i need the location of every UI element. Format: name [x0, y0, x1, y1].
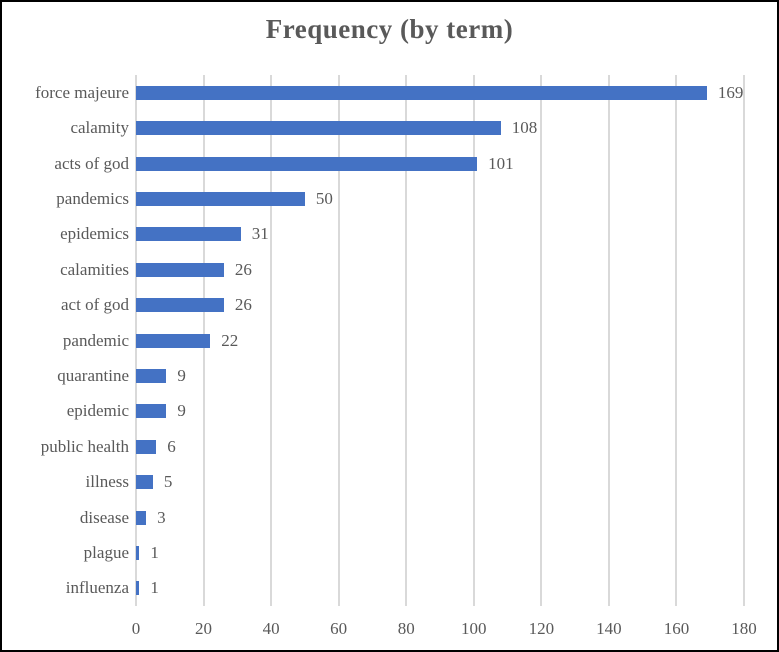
bar-act-of-god — [136, 298, 224, 313]
value-label: 26 — [234, 295, 252, 315]
x-axis-tick-label: 80 — [397, 619, 415, 638]
category-label: pandemic — [62, 330, 129, 350]
x-axis-tick-label: 100 — [461, 619, 487, 638]
bar-illness — [136, 475, 153, 490]
x-gridline — [405, 75, 408, 606]
value-label: 1 — [150, 578, 159, 598]
value-label: 169 — [717, 82, 744, 102]
value-label: 9 — [177, 401, 186, 421]
category-label: force majeure — [35, 82, 129, 102]
bar-influenza — [136, 581, 140, 596]
bar-pandemic — [136, 333, 211, 348]
bar-epidemic — [136, 404, 167, 419]
bar-epidemics — [136, 227, 241, 242]
chart-title: Frequency (by term) — [265, 14, 514, 44]
category-label: disease — [79, 507, 129, 527]
category-label: pandemics — [56, 188, 129, 208]
category-label: acts of god — [54, 153, 129, 173]
x-gridline — [540, 75, 543, 606]
category-label: illness — [85, 472, 129, 492]
category-label: plague — [83, 542, 129, 562]
value-label: 5 — [163, 472, 173, 492]
x-gridline — [270, 75, 273, 606]
bar-disease — [136, 510, 147, 525]
value-label: 9 — [177, 365, 186, 385]
bar-force-majeure — [136, 85, 707, 100]
category-label: public health — [40, 436, 129, 456]
bar-public-health — [136, 439, 157, 454]
x-gridline — [337, 75, 340, 606]
category-label: quarantine — [57, 365, 129, 385]
x-axis-tick-label: 160 — [663, 619, 690, 638]
x-axis-tick-label: 120 — [528, 619, 555, 638]
category-label: act of god — [61, 295, 129, 315]
bar-acts-of-god — [136, 156, 478, 171]
value-label: 26 — [234, 259, 252, 279]
x-axis-tick-label: 60 — [330, 619, 348, 638]
category-label: epidemic — [66, 401, 129, 421]
bar-quarantine — [136, 368, 167, 383]
value-label: 3 — [157, 507, 166, 527]
value-label: 108 — [511, 118, 538, 138]
bar-calamities — [136, 262, 224, 277]
x-axis-tick-label: 140 — [596, 619, 622, 638]
bar-calamity — [136, 121, 501, 136]
value-label: 22 — [221, 330, 239, 350]
bar-pandemics — [136, 191, 305, 206]
x-axis-tick-label: 20 — [195, 619, 213, 638]
x-gridline — [743, 75, 745, 606]
category-label: influenza — [65, 578, 129, 598]
x-axis-tick-label: 0 — [131, 619, 141, 638]
value-label: 31 — [251, 224, 269, 244]
x-gridline — [675, 75, 678, 606]
value-label: 50 — [315, 188, 333, 208]
value-label: 6 — [167, 436, 176, 456]
category-label: calamities — [60, 259, 129, 279]
value-label: 101 — [488, 153, 514, 173]
bar-plague — [136, 545, 140, 560]
value-label: 1 — [150, 542, 159, 562]
category-label: calamity — [70, 118, 129, 138]
x-axis-tick-label: 40 — [262, 619, 280, 638]
x-gridline — [472, 75, 475, 606]
x-gridline — [607, 75, 610, 606]
x-axis-tick-label: 180 — [731, 619, 757, 638]
category-label: epidemics — [60, 224, 129, 244]
